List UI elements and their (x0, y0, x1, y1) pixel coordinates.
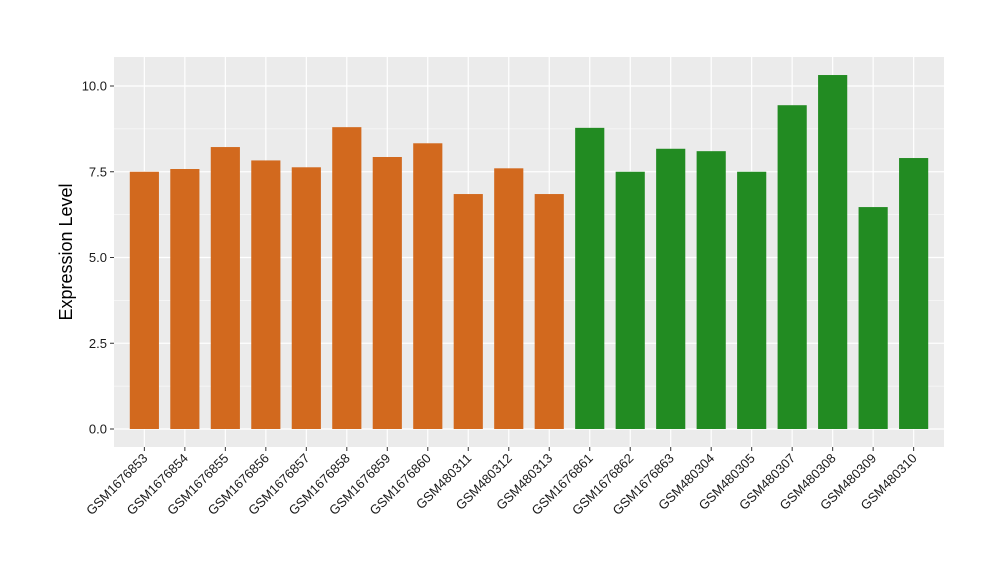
bar-GSM1676858 (332, 127, 362, 429)
bar-GSM480313 (534, 194, 564, 429)
y-tick-label: 7.5 (89, 164, 107, 179)
bar-GSM1676859 (372, 157, 402, 429)
y-tick-label: 0.0 (89, 422, 107, 437)
bar-GSM1676861 (575, 127, 605, 429)
bar-GSM1676862 (615, 171, 645, 429)
bar-GSM1676853 (129, 171, 159, 429)
bar-GSM1676854 (170, 169, 200, 430)
bar-GSM480310 (899, 158, 929, 429)
bar-GSM480305 (737, 171, 767, 429)
bar-GSM1676855 (210, 147, 240, 429)
bar-GSM480312 (494, 168, 524, 429)
y-axis-title: Expression Level (56, 183, 76, 320)
bar-GSM480308 (818, 75, 848, 430)
bar-GSM1676857 (291, 167, 321, 429)
bar-GSM480311 (453, 194, 483, 429)
y-axis: 0.0 2.5 5.0 7.5 10.0 (82, 79, 114, 437)
y-tick-label: 10.0 (82, 79, 107, 94)
bars (129, 75, 929, 430)
y-tick-label: 2.5 (89, 336, 107, 351)
bar-GSM1676856 (251, 160, 281, 429)
bar-GSM480307 (777, 105, 807, 429)
y-tick-label: 5.0 (89, 250, 107, 265)
bar-GSM1676860 (413, 143, 443, 429)
bar-GSM480309 (858, 207, 888, 429)
bar-GSM480304 (696, 151, 726, 430)
x-axis: GSM1676853GSM1676854GSM1676855GSM1676856… (83, 447, 920, 518)
bar-GSM1676863 (656, 148, 686, 430)
